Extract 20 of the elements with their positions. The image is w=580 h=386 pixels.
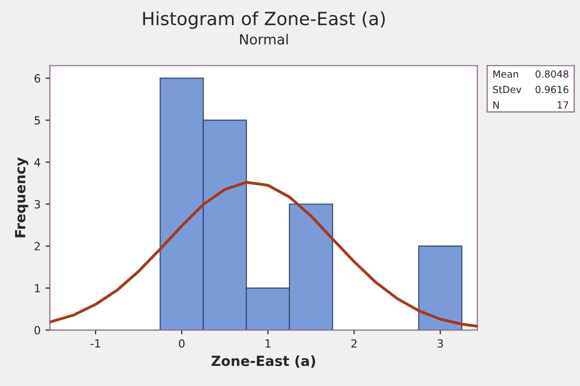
line-series [50, 180, 478, 328]
x-tick-label: 1 [266, 339, 270, 348]
text: Mean 0.8048 [493, 70, 568, 78]
y-tick-label: 2 [34, 242, 40, 250]
y-tick-label: 1 [35, 284, 40, 292]
x-tick-label: 0 [178, 339, 185, 348]
x-tick-label: 3 [438, 339, 443, 348]
y-axis-title: Frequency [15, 157, 28, 238]
y-tick-label: 5 [34, 116, 40, 125]
chart-subtitle: Normal [240, 34, 288, 45]
x-tick-label: 2 [351, 339, 357, 348]
y-tick-label: 4 [34, 158, 40, 166]
chart-title: Histogram of Zone-East (a) [143, 11, 385, 29]
text: StDev 0.9616 [493, 86, 568, 94]
x-tick-label: -1 [90, 339, 100, 348]
y-tick-label: 6 [34, 74, 40, 83]
text: N 17 [493, 101, 568, 108]
y-tick-label: 0 [34, 326, 40, 334]
y-tick-label: 3 [34, 200, 40, 208]
x-axis-title: Zone-East (a) [212, 355, 316, 368]
